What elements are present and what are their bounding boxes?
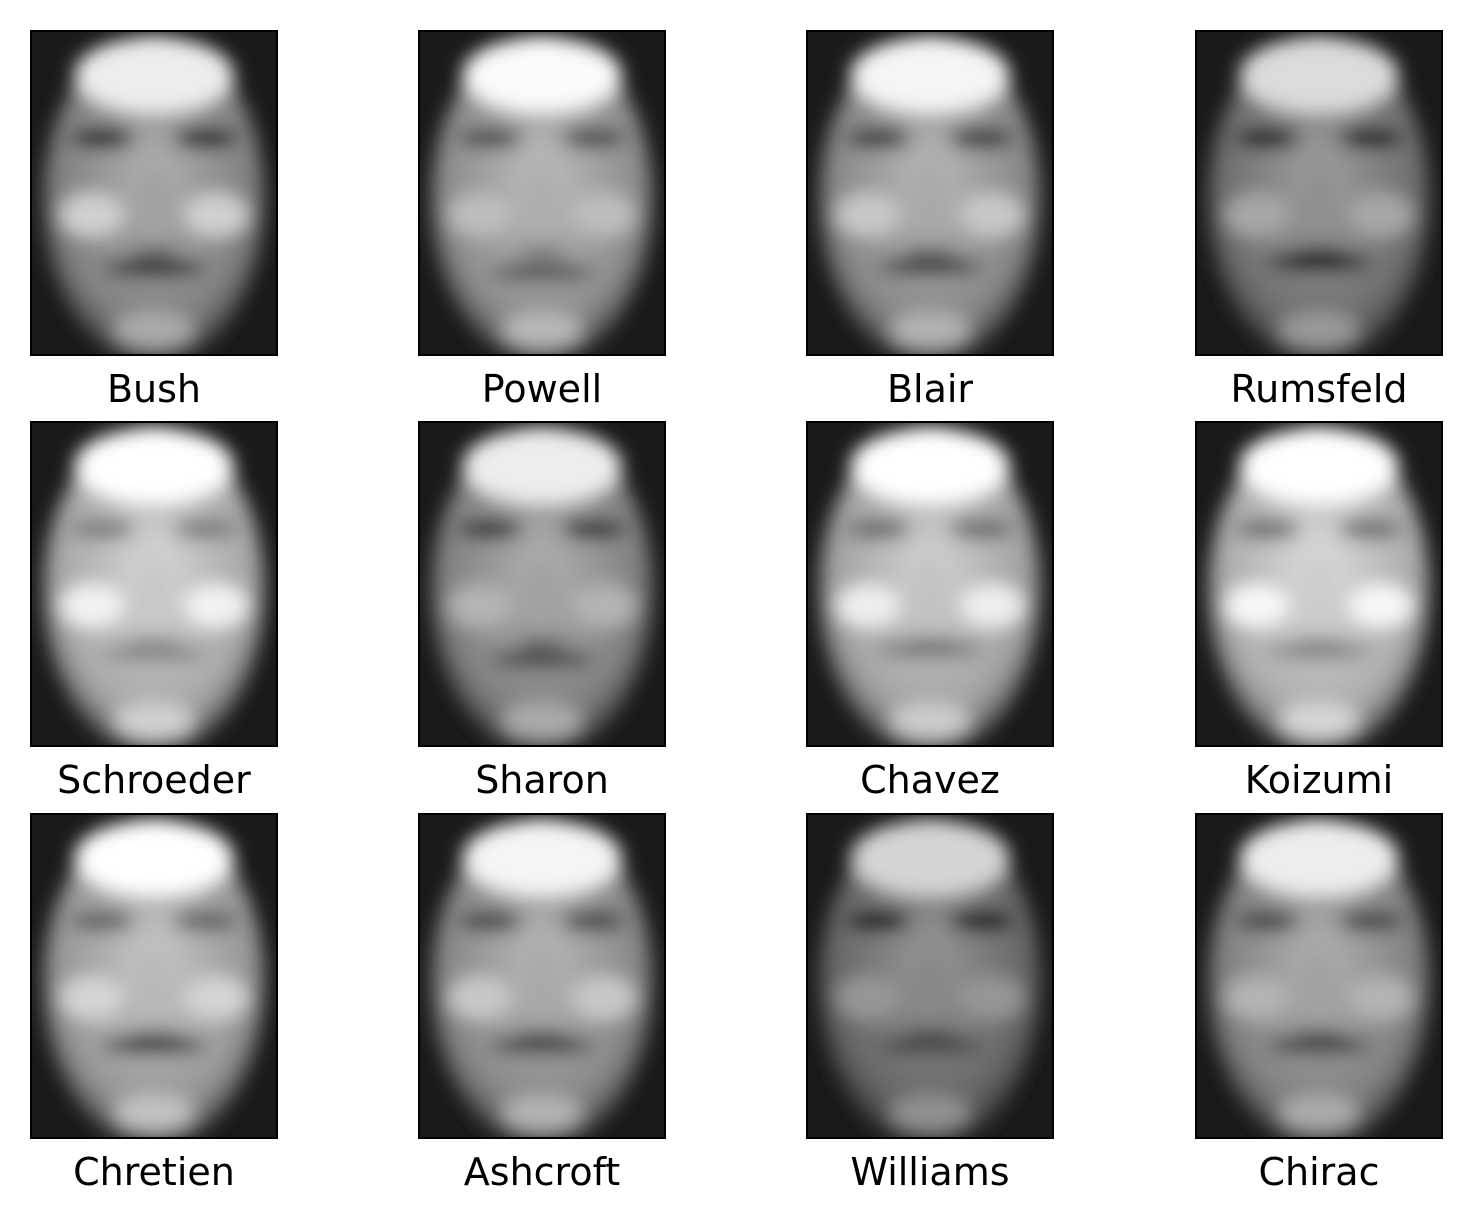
face-label: Chavez <box>860 758 1000 802</box>
face-label: Ashcroft <box>463 1150 621 1194</box>
face-label: Blair <box>886 367 974 411</box>
face-image-chavez <box>806 421 1054 747</box>
face-label: Bush <box>106 367 202 411</box>
face-image-powell <box>418 30 666 356</box>
face-image-sharon <box>418 421 666 747</box>
face-image-bush <box>30 30 278 356</box>
face-image-chretien <box>30 813 278 1139</box>
face-image-chirac <box>1195 813 1443 1139</box>
face-label: Koizumi <box>1244 758 1394 802</box>
face-image-rumsfeld <box>1195 30 1443 356</box>
face-label: Williams <box>850 1150 1010 1194</box>
face-label: Chirac <box>1258 1150 1380 1194</box>
face-label: Chretien <box>73 1150 235 1194</box>
face-image-schroeder <box>30 421 278 747</box>
face-image-williams <box>806 813 1054 1139</box>
face-image-ashcroft <box>418 813 666 1139</box>
face-label: Rumsfeld <box>1230 367 1408 411</box>
face-label: Powell <box>481 367 603 411</box>
face-image-koizumi <box>1195 421 1443 747</box>
face-label: Schroeder <box>57 758 251 802</box>
face-image-blair <box>806 30 1054 356</box>
face-label: Sharon <box>475 758 609 802</box>
